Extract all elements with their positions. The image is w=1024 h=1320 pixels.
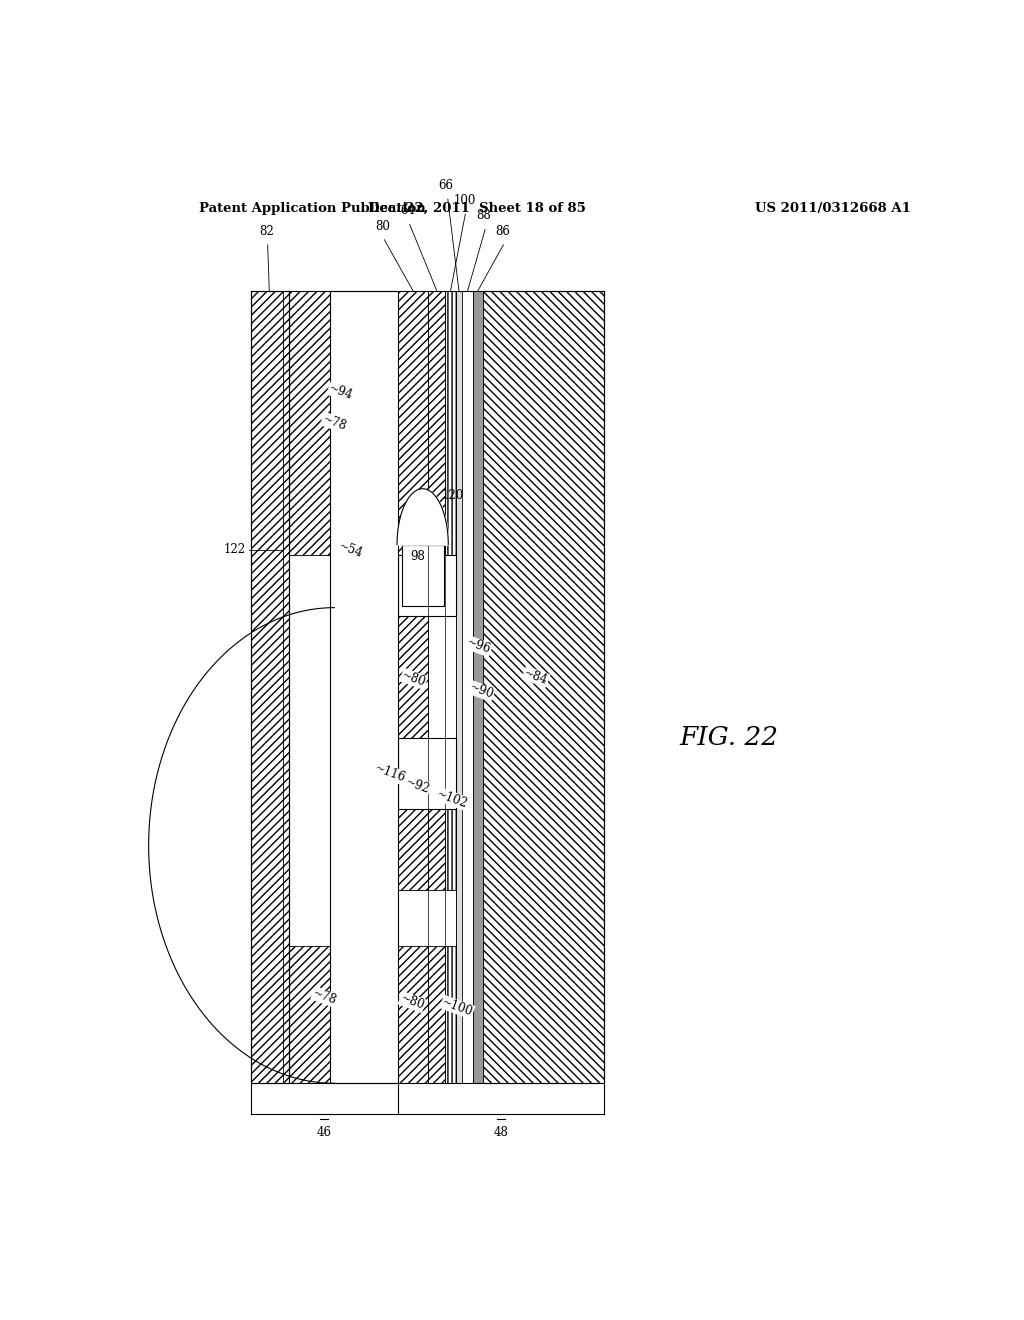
- Text: 64: 64: [400, 205, 416, 218]
- Bar: [445, 946, 456, 1084]
- Bar: [289, 946, 331, 1084]
- Bar: [445, 946, 456, 1084]
- Text: 120: 120: [441, 488, 464, 502]
- Text: ~100: ~100: [440, 995, 475, 1019]
- Text: ~92: ~92: [403, 775, 431, 796]
- Bar: [445, 290, 456, 554]
- Bar: [397, 946, 428, 1084]
- Bar: [289, 946, 331, 1084]
- Bar: [445, 809, 456, 890]
- Bar: [401, 545, 443, 606]
- Bar: [482, 290, 604, 1084]
- Text: 86: 86: [496, 224, 510, 238]
- Text: ~80: ~80: [398, 991, 426, 1012]
- Bar: [397, 290, 428, 554]
- Text: ~94: ~94: [327, 381, 354, 403]
- Text: ~96: ~96: [465, 636, 493, 656]
- Bar: [397, 809, 428, 890]
- Bar: [289, 290, 331, 554]
- Text: 48: 48: [494, 1126, 509, 1139]
- Text: ~78: ~78: [321, 412, 348, 433]
- Text: US 2011/0312668 A1: US 2011/0312668 A1: [755, 202, 910, 215]
- Bar: [251, 290, 289, 1084]
- Bar: [428, 809, 445, 890]
- Bar: [397, 946, 428, 1084]
- Text: 100: 100: [454, 194, 476, 207]
- Text: ~90: ~90: [467, 681, 495, 701]
- Bar: [251, 290, 289, 1084]
- Bar: [397, 615, 428, 738]
- Text: ~102: ~102: [434, 787, 469, 810]
- Text: 122: 122: [223, 544, 246, 556]
- Bar: [462, 290, 473, 1084]
- Text: 88: 88: [476, 210, 490, 222]
- Text: ~54: ~54: [336, 540, 365, 560]
- Text: ~80: ~80: [399, 668, 428, 689]
- Bar: [397, 615, 428, 738]
- Bar: [473, 290, 482, 1084]
- Text: 82: 82: [259, 224, 274, 238]
- Text: 98: 98: [411, 550, 425, 562]
- Text: 66: 66: [438, 180, 453, 191]
- Bar: [289, 290, 331, 554]
- Text: ~116: ~116: [373, 762, 408, 785]
- Bar: [456, 290, 462, 1084]
- Bar: [397, 809, 428, 890]
- Bar: [428, 809, 445, 890]
- Bar: [397, 554, 456, 615]
- Text: FIG. 22: FIG. 22: [680, 725, 778, 750]
- Bar: [428, 290, 445, 554]
- Text: ~78: ~78: [311, 986, 339, 1007]
- Bar: [428, 946, 445, 1084]
- Text: Patent Application Publication: Patent Application Publication: [200, 202, 426, 215]
- Bar: [482, 290, 604, 1084]
- Text: ~84: ~84: [522, 667, 550, 688]
- Bar: [445, 809, 456, 890]
- Text: 80: 80: [376, 219, 390, 232]
- Bar: [397, 290, 428, 554]
- Bar: [428, 946, 445, 1084]
- Bar: [445, 290, 456, 554]
- Text: Dec. 22, 2011  Sheet 18 of 85: Dec. 22, 2011 Sheet 18 of 85: [369, 202, 586, 215]
- Text: 46: 46: [316, 1126, 332, 1139]
- Bar: [428, 290, 445, 554]
- Bar: [397, 738, 456, 809]
- Bar: [331, 290, 398, 1084]
